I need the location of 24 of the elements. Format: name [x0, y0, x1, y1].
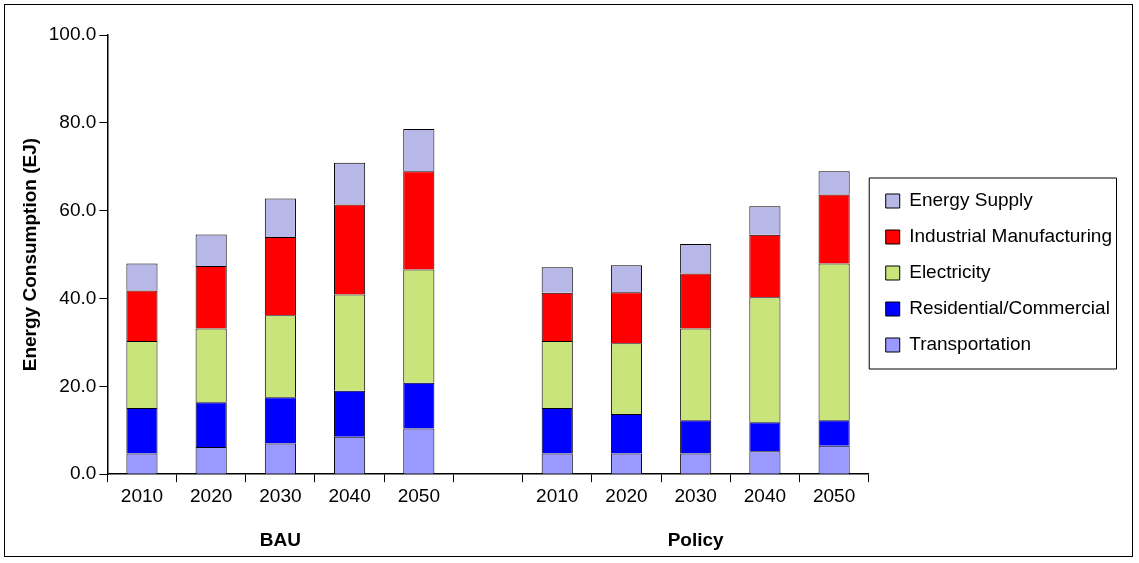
y-tick-label: 100.0 [48, 23, 97, 45]
legend-label: Transportation [909, 333, 1032, 355]
x-tick-label: 2040 [328, 484, 371, 506]
x-tick-label: 2050 [812, 484, 856, 506]
y-tick-label: 0.0 [69, 462, 97, 484]
legend-label: Electricity [909, 261, 992, 283]
y-tick-label: 40.0 [59, 286, 97, 308]
x-tick-label: 2020 [190, 484, 233, 506]
x-tick-label: 2010 [120, 484, 164, 506]
y-axis-title: Energy Consumption (EJ) [18, 137, 40, 372]
legend-label: Residential/Commercial [909, 297, 1110, 319]
x-tick-label: 2050 [397, 484, 440, 506]
x-tick-label: 2030 [259, 484, 302, 506]
x-tick-label: 2020 [605, 484, 648, 506]
legend-label: Energy Supply [909, 189, 1034, 211]
x-tick-label: 2040 [743, 484, 787, 506]
legend-label: Industrial Manufacturing [909, 225, 1113, 247]
y-tick-label: 80.0 [59, 111, 97, 133]
text: BAU [259, 529, 301, 551]
text: Policy [667, 529, 725, 551]
y-tick-label: 60.0 [59, 198, 97, 220]
x-tick-label: 2030 [674, 484, 717, 506]
x-tick-label: 2010 [536, 484, 579, 506]
y-tick-label: 20.0 [59, 374, 97, 396]
